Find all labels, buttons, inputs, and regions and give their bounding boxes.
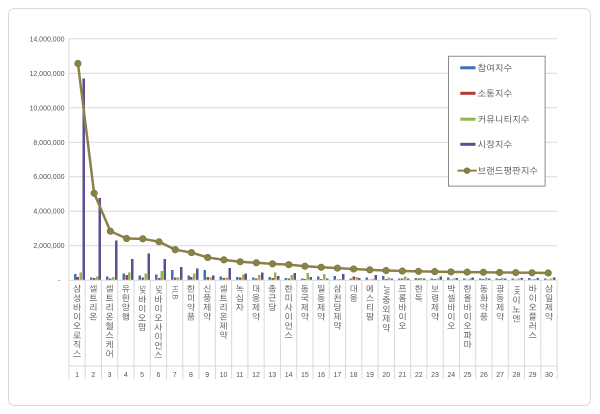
svg-text:9: 9 xyxy=(205,372,209,379)
svg-text:24: 24 xyxy=(447,372,455,379)
svg-text:20: 20 xyxy=(382,372,390,379)
svg-text:12: 12 xyxy=(252,372,260,379)
svg-text:19: 19 xyxy=(366,372,374,379)
svg-text:12,000,000: 12,000,000 xyxy=(29,71,64,78)
svg-text:4,000,000: 4,000,000 xyxy=(33,209,64,216)
svg-text:18: 18 xyxy=(350,372,358,379)
svg-text:3: 3 xyxy=(108,372,112,379)
svg-text:6: 6 xyxy=(156,372,160,379)
svg-text:14: 14 xyxy=(285,372,293,379)
svg-text:13: 13 xyxy=(268,372,276,379)
svg-text:11: 11 xyxy=(236,372,243,379)
svg-text:2: 2 xyxy=(91,372,95,379)
svg-text:5: 5 xyxy=(140,372,144,379)
svg-text:21: 21 xyxy=(399,372,407,379)
svg-text:4: 4 xyxy=(124,372,128,379)
svg-text:27: 27 xyxy=(496,372,504,379)
svg-text:26: 26 xyxy=(480,372,488,379)
svg-text:-: - xyxy=(58,278,61,285)
svg-text:25: 25 xyxy=(464,372,472,379)
svg-text:10,000,000: 10,000,000 xyxy=(29,105,64,112)
svg-text:7: 7 xyxy=(173,372,177,379)
svg-text:8,000,000: 8,000,000 xyxy=(33,140,64,147)
svg-text:16: 16 xyxy=(317,372,325,379)
svg-text:14,000,000: 14,000,000 xyxy=(29,36,64,43)
svg-text:28: 28 xyxy=(513,372,521,379)
svg-text:22: 22 xyxy=(415,372,423,379)
svg-text:23: 23 xyxy=(431,372,439,379)
svg-text:17: 17 xyxy=(334,372,342,379)
svg-text:1: 1 xyxy=(75,372,79,379)
svg-text:29: 29 xyxy=(529,372,537,379)
svg-text:2,000,000: 2,000,000 xyxy=(33,243,64,250)
svg-text:6,000,000: 6,000,000 xyxy=(33,174,64,181)
svg-text:10: 10 xyxy=(220,372,228,379)
svg-text:15: 15 xyxy=(301,372,309,379)
svg-text:30: 30 xyxy=(545,372,553,379)
svg-text:8: 8 xyxy=(189,372,193,379)
